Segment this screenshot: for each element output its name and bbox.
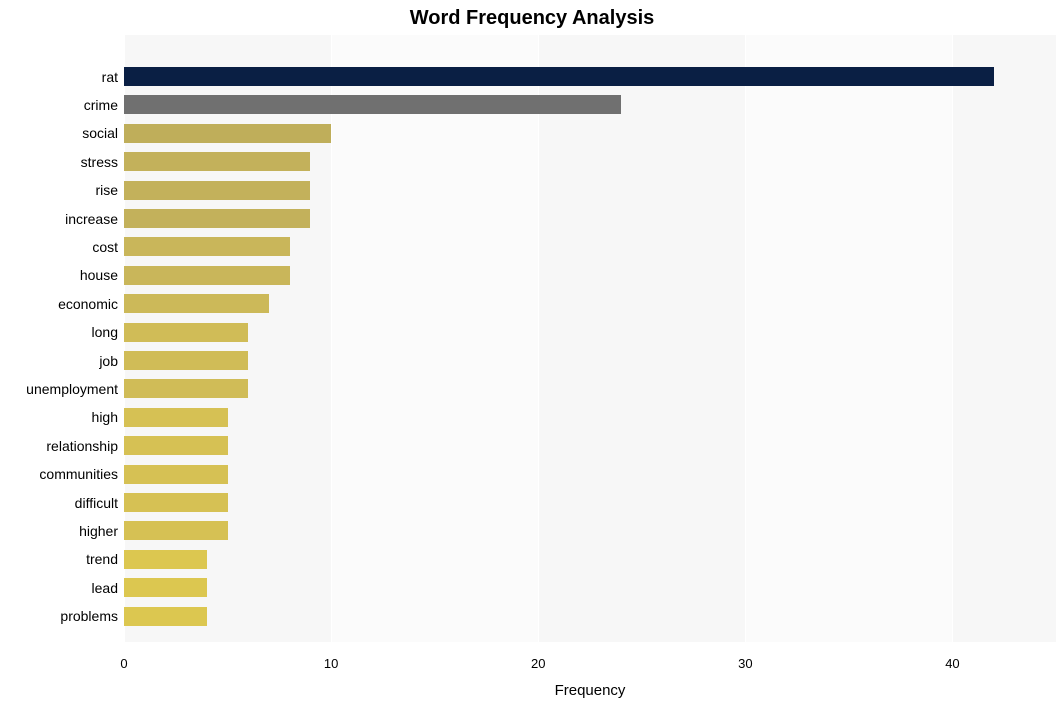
grid-background-panel [745,35,952,642]
y-tick-label: social [82,125,118,141]
bar [124,209,310,228]
bar [124,294,269,313]
y-tick-label: increase [65,211,118,227]
grid-line [952,35,953,642]
y-tick-label: rise [95,182,118,198]
y-tick-label: relationship [46,438,118,454]
bar [124,550,207,569]
grid-background-panel [331,35,538,642]
y-tick-label: difficult [75,495,118,511]
x-axis-label: Frequency [124,682,1056,699]
y-tick-label: crime [84,97,118,113]
y-tick-label: long [92,324,118,340]
y-tick-label: stress [81,154,118,170]
bar [124,95,621,114]
bar [124,237,290,256]
grid-line [538,35,539,642]
y-tick-label: cost [92,239,118,255]
y-tick-label: house [80,267,118,283]
y-tick-label: unemployment [26,381,118,397]
bar [124,607,207,626]
x-tick-label: 20 [531,656,545,671]
bar [124,436,228,455]
chart-title: Word Frequency Analysis [0,7,1064,30]
y-tick-label: lead [92,580,118,596]
grid-line [745,35,746,642]
grid-background-panel [952,35,1056,642]
bar [124,379,248,398]
y-tick-label: trend [86,551,118,567]
x-tick-label: 30 [738,656,752,671]
x-tick-label: 10 [324,656,338,671]
y-tick-label: communities [39,466,118,482]
bar [124,578,207,597]
plot-area [124,35,1056,642]
grid-background-panel [538,35,745,642]
y-tick-label: higher [79,523,118,539]
x-tick-label: 40 [945,656,959,671]
y-tick-label: problems [60,608,118,624]
bar [124,124,331,143]
y-tick-label: high [92,409,118,425]
bar [124,465,228,484]
bar [124,67,994,86]
y-tick-label: economic [58,296,118,312]
y-tick-label: job [99,353,118,369]
bar [124,351,248,370]
bar [124,266,290,285]
bar [124,181,310,200]
bar [124,521,228,540]
word-frequency-chart: Word Frequency Analysis rat crime social st… [0,0,1064,701]
bar [124,323,248,342]
bar [124,408,228,427]
bar [124,493,228,512]
x-tick-label: 0 [120,656,127,671]
y-tick-label: rat [102,69,118,85]
grid-line [331,35,332,642]
bar [124,152,310,171]
